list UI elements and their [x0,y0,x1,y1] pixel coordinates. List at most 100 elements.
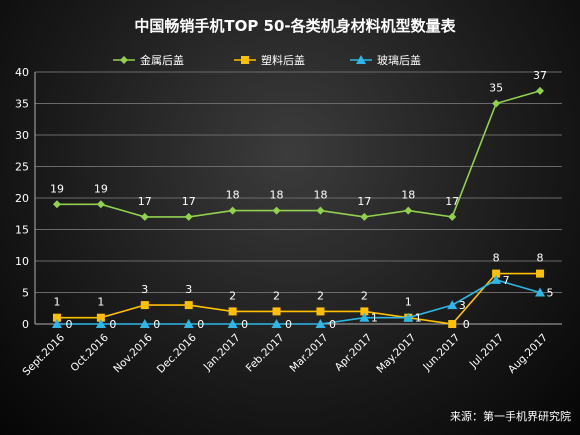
data-point-marker [184,301,193,310]
data-label: 0 [463,318,470,331]
legend-label: 金属后盖 [140,53,184,67]
data-label: 18 [313,189,327,202]
data-label: 0 [65,318,72,331]
data-label: 1 [415,312,422,325]
data-label: 1 [371,312,378,325]
data-point-marker [447,300,458,310]
series-line [56,272,541,325]
legend-label: 玻璃后盖 [377,53,421,67]
x-tick-label: Dec.2016 [155,331,199,375]
data-label: 2 [229,289,236,302]
y-tick-label: 5 [22,287,29,300]
data-point-marker [271,319,282,328]
data-point-marker [272,206,281,215]
y-tick-label: 35 [15,98,29,111]
data-point-marker [227,319,238,328]
data-point-marker [359,312,370,322]
data-label: 17 [182,195,196,208]
data-point-marker [536,86,545,95]
legend-item-2: 塑料后盖 [234,53,305,67]
data-point-marker [183,319,194,328]
data-label: 5 [547,287,554,300]
data-label: 8 [537,252,544,265]
series-line [56,90,541,218]
data-point-marker [448,212,457,221]
y-tick-label: 15 [15,224,29,237]
y-tick-label: 25 [15,161,29,174]
series-line [56,279,541,325]
x-tick-label: Nov.2016 [111,331,155,375]
data-label: 17 [138,195,152,208]
data-label: 1 [53,296,60,309]
data-point-marker [316,307,325,316]
y-tick-label: 40 [15,66,29,79]
data-label: 19 [50,182,64,195]
data-label: 0 [109,318,116,331]
y-axis: 0 5 10 15 20 25 30 35 40 [15,66,36,331]
data-point-marker [316,206,325,215]
data-point-marker [184,212,193,221]
data-point-marker [272,307,281,316]
legend-label: 塑料后盖 [261,53,305,67]
y-tick-label: 10 [15,255,29,268]
data-point-marker [51,319,62,328]
data-label: 0 [285,318,292,331]
legend-item-1: 金属后盖 [113,53,184,67]
data-point-marker [448,320,457,328]
data-point-marker [241,56,249,64]
gridlines [35,71,562,325]
data-label: 18 [401,189,415,202]
data-point-marker [228,206,237,215]
data-label: 19 [94,182,108,195]
x-tick-label: Apr.2017 [333,332,375,374]
series-1: 19 19 17 17 18 18 18 17 18 17 35 37 [50,69,547,221]
data-label: 2 [317,289,324,302]
data-label: 1 [97,296,104,309]
y-tick-label: 0 [22,318,29,331]
data-point-marker [228,307,237,316]
data-point-marker [95,319,106,328]
data-point-marker [52,313,61,322]
data-label: 3 [185,283,192,296]
data-point-marker [140,212,149,221]
x-axis: Sept.2016 Oct.2016 Nov.2016 Dec.2016 Jan.201… [20,331,550,378]
legend: 金属后盖 塑料后盖 玻璃后盖 [113,53,421,67]
x-tick-label: May.2017 [374,332,418,376]
data-label: 18 [226,189,240,202]
data-label: 0 [153,318,160,331]
x-tick-label: Mar.2017 [288,332,331,375]
data-label: 3 [459,299,466,312]
data-point-marker [356,55,366,64]
data-label: 1 [405,296,412,309]
data-point-marker [491,274,502,284]
data-point-marker [536,269,545,278]
data-label: 7 [503,274,510,287]
data-label: 0 [197,318,204,331]
data-label: 2 [273,289,280,302]
data-point-marker [96,313,105,322]
data-point-marker [360,307,369,316]
legend-item-3: 玻璃后盖 [350,53,421,67]
data-point-marker [492,99,501,108]
x-tick-label: Jan.2017 [201,332,243,374]
data-point-marker [404,206,413,215]
source-note: 来源：第一手机界研究院 [450,409,571,423]
data-label: 0 [329,318,336,331]
data-point-marker [492,269,501,278]
y-tick-label: 30 [15,129,29,142]
data-point-marker [139,319,150,328]
data-point-marker [315,319,326,328]
y-tick-label: 20 [15,192,29,205]
data-point-marker [403,312,414,322]
x-tick-label: Feb.2017 [244,332,287,375]
data-label: 18 [270,189,284,202]
data-label: 2 [361,289,368,302]
chart-title: 中国畅销手机TOP 50-各类机身材料机型数量表 [134,17,456,35]
data-label: 17 [445,195,459,208]
data-point-marker [360,212,369,221]
data-point-marker [52,200,61,209]
